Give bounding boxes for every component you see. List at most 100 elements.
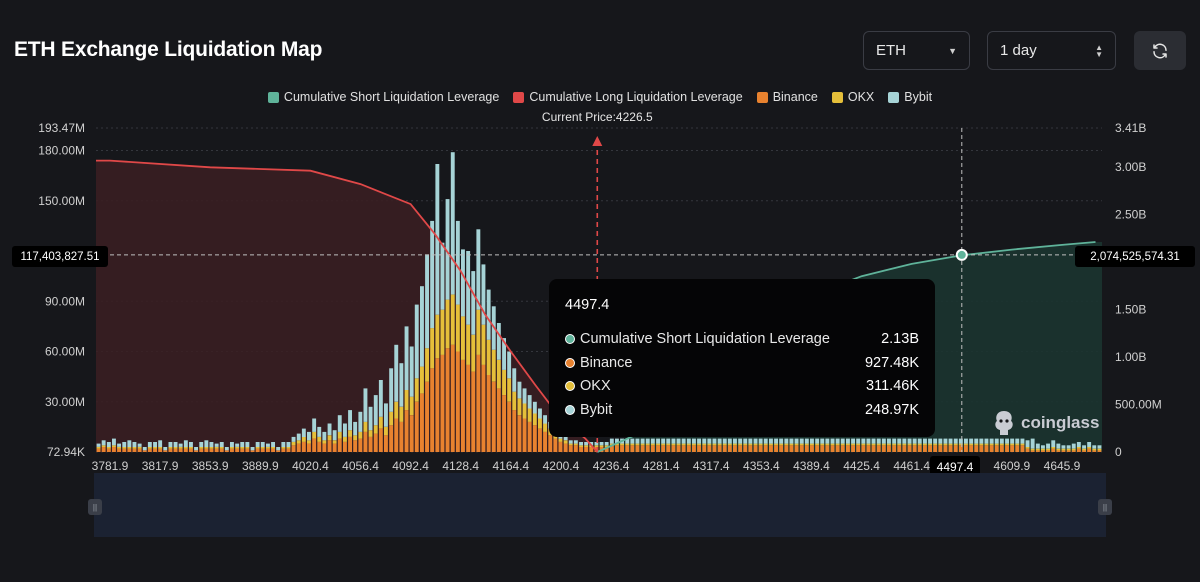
bar-binance bbox=[178, 448, 183, 452]
bar-bybit bbox=[296, 433, 301, 441]
bar-okx bbox=[789, 443, 794, 446]
bar-bybit bbox=[717, 438, 722, 444]
bar-bybit bbox=[917, 438, 922, 444]
bar-binance bbox=[958, 445, 963, 452]
legend-item-binance[interactable]: Binance bbox=[756, 90, 818, 104]
bar-bybit bbox=[943, 438, 948, 444]
bar-binance bbox=[491, 381, 496, 452]
bar-bybit bbox=[1087, 442, 1092, 447]
bar-binance bbox=[620, 445, 624, 452]
legend-item-okx[interactable]: OKX bbox=[831, 90, 875, 104]
bar-okx bbox=[825, 443, 830, 446]
bar-binance bbox=[450, 344, 455, 452]
bar-bybit bbox=[830, 438, 835, 444]
bar-binance bbox=[548, 435, 553, 452]
bar-bybit bbox=[810, 438, 814, 444]
bar-binance bbox=[1025, 448, 1030, 452]
legend-label: Binance bbox=[772, 90, 818, 104]
time-range-select[interactable]: 1 day ▲ ▼ bbox=[987, 31, 1116, 70]
x-tick-label: 4128.4 bbox=[442, 459, 479, 473]
bar-okx bbox=[209, 447, 214, 449]
page-title: ETH Exchange Liquidation Map bbox=[14, 38, 323, 61]
bar-bybit bbox=[671, 438, 676, 444]
bar-binance bbox=[717, 445, 722, 452]
bar-binance bbox=[609, 445, 614, 452]
bar-bybit bbox=[815, 438, 820, 444]
bar-binance bbox=[286, 448, 291, 452]
bar-binance bbox=[173, 448, 178, 452]
bar-binance bbox=[697, 445, 701, 452]
bar-okx bbox=[512, 391, 517, 411]
navigator-left-handle[interactable]: || bbox=[88, 499, 102, 515]
y-left-tick-label: 150.00M bbox=[38, 194, 85, 208]
legend-item-long[interactable]: Cumulative Long Liquidation Leverage bbox=[513, 90, 743, 104]
bar-okx bbox=[979, 443, 984, 446]
bar-binance bbox=[568, 445, 573, 452]
bar-binance bbox=[984, 445, 989, 452]
refresh-button[interactable] bbox=[1134, 31, 1186, 70]
bar-bybit bbox=[332, 430, 337, 441]
bar-okx bbox=[1015, 443, 1020, 446]
legend-label: OKX bbox=[847, 90, 875, 104]
bar-bybit bbox=[661, 438, 666, 444]
bar-bybit bbox=[897, 438, 902, 444]
bar-binance bbox=[1046, 450, 1050, 452]
bar-binance bbox=[209, 448, 214, 452]
bar-bybit bbox=[240, 442, 245, 447]
legend-item-bybit[interactable]: Bybit bbox=[888, 90, 932, 104]
legend-item-short[interactable]: Cumulative Short Liquidation Leverage bbox=[267, 90, 499, 104]
bar-bybit bbox=[712, 438, 717, 444]
legend-swatch bbox=[513, 91, 525, 103]
navigator-track[interactable] bbox=[94, 473, 1106, 537]
bar-binance bbox=[769, 445, 773, 452]
bar-okx bbox=[686, 443, 691, 446]
bar-binance bbox=[1041, 450, 1045, 452]
bar-okx bbox=[1076, 447, 1081, 449]
tooltip-row: Cumulative Short Liquidation Leverage 2.1… bbox=[565, 331, 919, 347]
coin-select[interactable]: ETH ▼ bbox=[863, 31, 970, 70]
bar-bybit bbox=[861, 438, 866, 444]
bar-binance bbox=[1015, 445, 1020, 452]
bar-binance bbox=[928, 445, 932, 452]
bar-bybit bbox=[363, 388, 368, 422]
bar-okx bbox=[568, 443, 573, 446]
bar-okx bbox=[517, 398, 522, 416]
legend-label: Bybit bbox=[904, 90, 933, 104]
bar-bybit bbox=[912, 438, 917, 444]
bar-okx bbox=[127, 447, 132, 449]
bar-okx bbox=[856, 443, 861, 446]
x-tick-label: 4092.4 bbox=[392, 459, 429, 473]
bar-bybit bbox=[327, 423, 332, 436]
bar-binance bbox=[322, 443, 327, 452]
bar-okx bbox=[1051, 447, 1056, 449]
bar-binance bbox=[363, 431, 368, 452]
bar-okx bbox=[189, 447, 193, 449]
bar-bybit bbox=[117, 443, 121, 447]
bar-binance bbox=[563, 443, 568, 452]
bar-okx bbox=[450, 294, 455, 345]
bar-okx bbox=[394, 401, 399, 419]
bar-binance bbox=[527, 421, 532, 452]
bar-okx bbox=[1092, 448, 1097, 451]
bar-bybit bbox=[733, 438, 737, 444]
bar-bybit bbox=[384, 403, 388, 427]
bar-okx bbox=[727, 443, 732, 446]
bar-binance bbox=[301, 442, 306, 452]
bar-binance bbox=[204, 448, 209, 452]
bar-binance bbox=[1076, 448, 1081, 452]
bar-okx bbox=[933, 443, 938, 446]
bar-binance bbox=[327, 440, 332, 452]
bar-binance bbox=[332, 443, 337, 452]
bar-binance bbox=[1092, 450, 1097, 452]
range-navigator[interactable]: || || bbox=[88, 473, 1112, 537]
y-left-tick-label: 180.00M bbox=[38, 144, 85, 158]
bar-binance bbox=[399, 421, 404, 452]
bar-okx bbox=[912, 443, 917, 446]
bar-bybit bbox=[1056, 443, 1061, 449]
bar-bybit bbox=[404, 326, 409, 390]
navigator-right-handle[interactable]: || bbox=[1098, 499, 1112, 515]
bar-bybit bbox=[163, 447, 168, 451]
bar-binance bbox=[502, 395, 506, 452]
bar-binance bbox=[96, 448, 101, 452]
